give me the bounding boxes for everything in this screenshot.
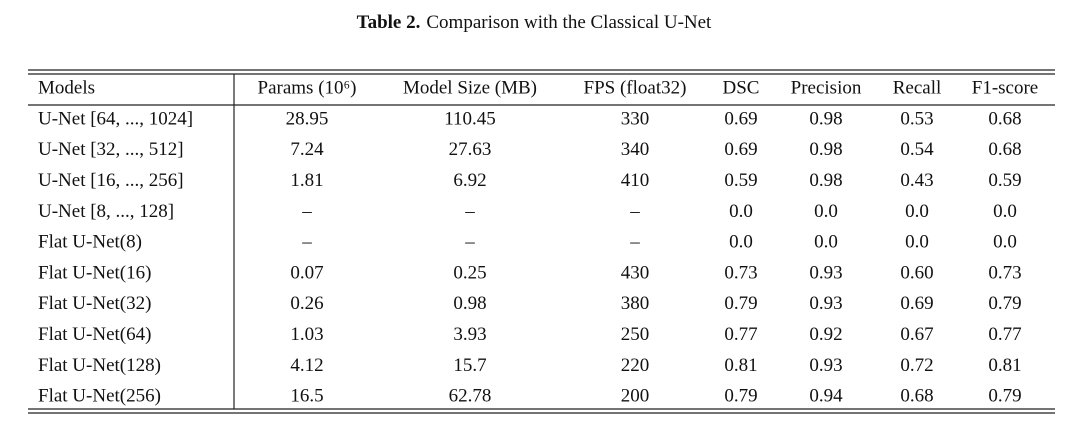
table-cell: 0.79 [724,293,757,314]
table-cell: Flat U-Net(32) [38,293,151,314]
table-cell: 3.93 [453,324,486,345]
table-cell: 410 [621,170,650,191]
table-cell: U-Net [64, ..., 1024] [38,108,193,129]
table-cell: 0.68 [988,139,1021,160]
table-cell: 0.0 [993,232,1017,253]
table-cell: Flat U-Net(8) [38,232,142,253]
table-cell: 0.0 [905,232,929,253]
table-cell: – [464,201,475,222]
table-cell: Flat U-Net(256) [38,386,161,407]
table-cell: 0.98 [809,139,842,160]
table-cell: 7.24 [290,139,324,160]
table-cell: 0.77 [988,324,1021,345]
table-cell: 0.07 [290,262,323,283]
table-cell: 0.0 [814,201,838,222]
table-cell: 0.0 [729,232,753,253]
header-cell: Params (10⁶) [258,77,357,98]
table-cell: 0.60 [900,262,933,283]
table-cell: 0.98 [809,170,842,191]
table-cell: 0.94 [809,386,843,407]
table-cell: U-Net [16, ..., 256] [38,170,184,191]
table-cell: – [629,232,640,253]
table-cell: 0.77 [724,324,757,345]
header-cell: FPS (float32) [584,77,687,98]
table-cell: 0.98 [809,108,842,129]
header-cell: Model Size (MB) [403,77,537,98]
header-cell: Models [38,77,95,98]
table-cell: 0.68 [988,108,1021,129]
table-cell: 0.69 [724,139,757,160]
table-cell: 0.81 [988,355,1021,376]
table-cell: 0.92 [809,324,842,345]
table-cell: 0.93 [809,262,842,283]
caption-label: Table 2. [357,12,421,33]
table-cell: 0.79 [988,386,1021,407]
table-cell: 0.0 [814,232,838,253]
table-cell: 6.92 [453,170,486,191]
table-cell: 0.69 [724,108,757,129]
table-cell: – [301,201,312,222]
table-cell: 1.81 [290,170,323,191]
table-cell: 0.73 [988,262,1021,283]
table-cell: 110.45 [444,108,496,129]
table-cell: 0.67 [900,324,933,345]
table-cell: 1.03 [290,324,323,345]
table-cell: 0.93 [809,355,842,376]
table-cell: U-Net [8, ..., 128] [38,201,174,222]
table-cell: 430 [621,262,650,283]
table-cell: 330 [621,108,650,129]
table-cell: 4.12 [290,355,323,376]
table-cell: 0.79 [724,386,757,407]
table-cell: 0.54 [900,139,934,160]
table-cell: 62.78 [449,386,492,407]
table-cell: 0.59 [988,170,1021,191]
caption: Table 2. Comparison with the Classical U-… [357,12,712,33]
table-cell: 0.73 [724,262,757,283]
table-cell: – [301,232,312,253]
table-cell: 250 [621,324,650,345]
table-cell: 15.7 [453,355,486,376]
table-cell: 0.0 [729,201,753,222]
table-cell: 0.69 [900,293,933,314]
table-cell: 0.53 [900,108,933,129]
table-cell: Flat U-Net(16) [38,262,151,283]
header-cell: Precision [791,77,862,98]
table-cell: 0.68 [900,386,933,407]
caption-text: Comparison with the Classical U-Net [426,12,712,33]
table-cell: – [629,201,640,222]
table-cell: 0.0 [993,201,1017,222]
table-cell: 340 [621,139,650,160]
table-cell: 380 [621,293,650,314]
table-cell: – [464,232,475,253]
table-cell: Flat U-Net(128) [38,355,161,376]
table-cell: 0.79 [988,293,1021,314]
table-cell: Flat U-Net(64) [38,324,151,345]
table-cell: 0.59 [724,170,757,191]
table-cell: 0.25 [453,262,486,283]
header-cell: F1-score [972,77,1038,98]
table-cell: 0.98 [453,293,486,314]
table-cell: U-Net [32, ..., 512] [38,139,184,160]
table-cell: 200 [621,386,650,407]
table-cell: 0.26 [290,293,323,314]
table-cell: 220 [621,355,650,376]
table-cell: 0.72 [900,355,933,376]
header-cell: DSC [723,77,760,98]
table-cell: 0.43 [900,170,933,191]
table-cell: 27.63 [449,139,492,160]
table-cell: 28.95 [286,108,329,129]
table-cell: 16.5 [290,386,323,407]
header-cell: Recall [893,77,942,98]
table-cell: 0.0 [905,201,929,222]
table-cell: 0.81 [724,355,757,376]
table-cell: 0.93 [809,293,842,314]
